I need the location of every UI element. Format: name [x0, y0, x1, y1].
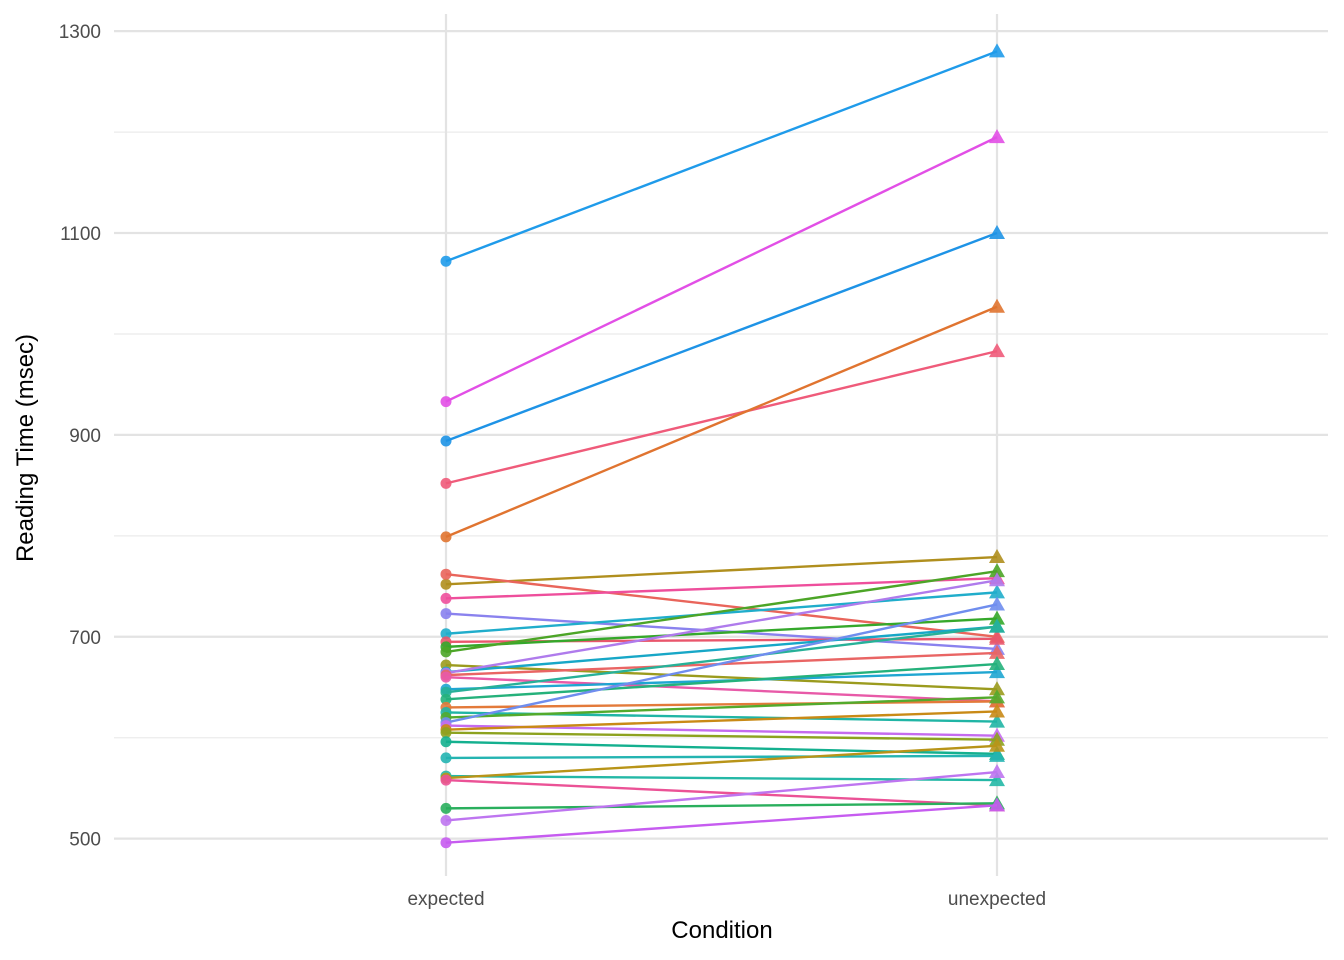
point-unexpected [989, 225, 1005, 240]
point-expected [440, 814, 452, 826]
series-line [445, 802, 998, 810]
point-expected [440, 752, 452, 764]
point-unexpected [989, 563, 1005, 578]
series-line [445, 579, 998, 675]
series-line [445, 663, 998, 691]
y-tick-label: 1300 [59, 22, 101, 43]
point-unexpected [989, 747, 1005, 762]
point-unexpected [989, 764, 1005, 779]
series-line [445, 625, 998, 694]
x-axis: expected unexpected [407, 889, 1046, 910]
point-unexpected [989, 681, 1005, 696]
x-axis-title: Condition [671, 917, 772, 944]
point-expected [440, 531, 452, 543]
series-line [445, 744, 998, 780]
series-line [445, 569, 998, 654]
series-line [445, 573, 998, 638]
series-line [445, 696, 998, 719]
point-expected [440, 671, 452, 683]
point-unexpected [989, 656, 1005, 671]
point-expected [440, 255, 452, 267]
point-expected [440, 774, 452, 786]
point-expected [440, 608, 452, 620]
series-line [445, 577, 998, 600]
point-expected [440, 578, 452, 590]
series-line [445, 305, 998, 538]
series-line [445, 625, 998, 674]
point-unexpected [989, 610, 1005, 625]
point-unexpected [989, 797, 1005, 812]
point-unexpected [989, 664, 1005, 679]
point-unexpected [989, 703, 1005, 718]
series-line [445, 770, 998, 822]
point-expected [440, 693, 452, 705]
x-tick-label: expected [407, 889, 484, 910]
point-unexpected [989, 298, 1005, 313]
point-unexpected [989, 689, 1005, 704]
series-line [445, 50, 998, 263]
series-line [445, 555, 998, 586]
series-line [445, 349, 998, 485]
series-line [445, 778, 998, 807]
series-line [445, 591, 998, 635]
series-line [445, 231, 998, 443]
point-unexpected [989, 644, 1005, 659]
point-expected [440, 477, 452, 489]
series-line [445, 804, 998, 844]
point-expected [440, 592, 452, 604]
y-tick-label: 500 [69, 830, 101, 851]
series-line [445, 612, 998, 651]
series-line [445, 731, 998, 741]
point-unexpected [989, 584, 1005, 599]
point-expected [440, 435, 452, 447]
point-unexpected [989, 43, 1005, 58]
point-unexpected [989, 713, 1005, 728]
series-line [445, 700, 998, 709]
point-expected [440, 628, 452, 640]
point-unexpected [989, 772, 1005, 787]
y-tick-label: 700 [69, 628, 101, 649]
y-tick-label: 900 [69, 426, 101, 447]
y-tick-label: 1100 [60, 224, 101, 245]
point-unexpected [989, 572, 1005, 587]
series-line [445, 662, 998, 701]
series-line [445, 710, 998, 731]
point-unexpected [989, 630, 1005, 645]
y-axis-title: Reading Time (msec) [12, 334, 39, 562]
point-expected [440, 396, 452, 408]
point-unexpected [989, 129, 1005, 144]
point-expected [440, 736, 452, 748]
point-expected [440, 568, 452, 580]
y-axis: 500 700 900 1100 1300 [59, 22, 101, 850]
series-line [445, 740, 998, 756]
series-line [445, 754, 998, 760]
point-expected [440, 837, 452, 849]
x-tick-label: unexpected [948, 889, 1046, 910]
point-unexpected [989, 737, 1005, 752]
point-unexpected [989, 618, 1005, 633]
point-unexpected [989, 549, 1005, 564]
series-line [445, 136, 998, 403]
point-expected [440, 727, 452, 739]
series-line [445, 603, 998, 724]
point-expected [440, 646, 452, 658]
point-unexpected [989, 596, 1005, 611]
point-expected [440, 802, 452, 814]
point-unexpected [989, 343, 1005, 358]
series-group [440, 43, 1005, 849]
